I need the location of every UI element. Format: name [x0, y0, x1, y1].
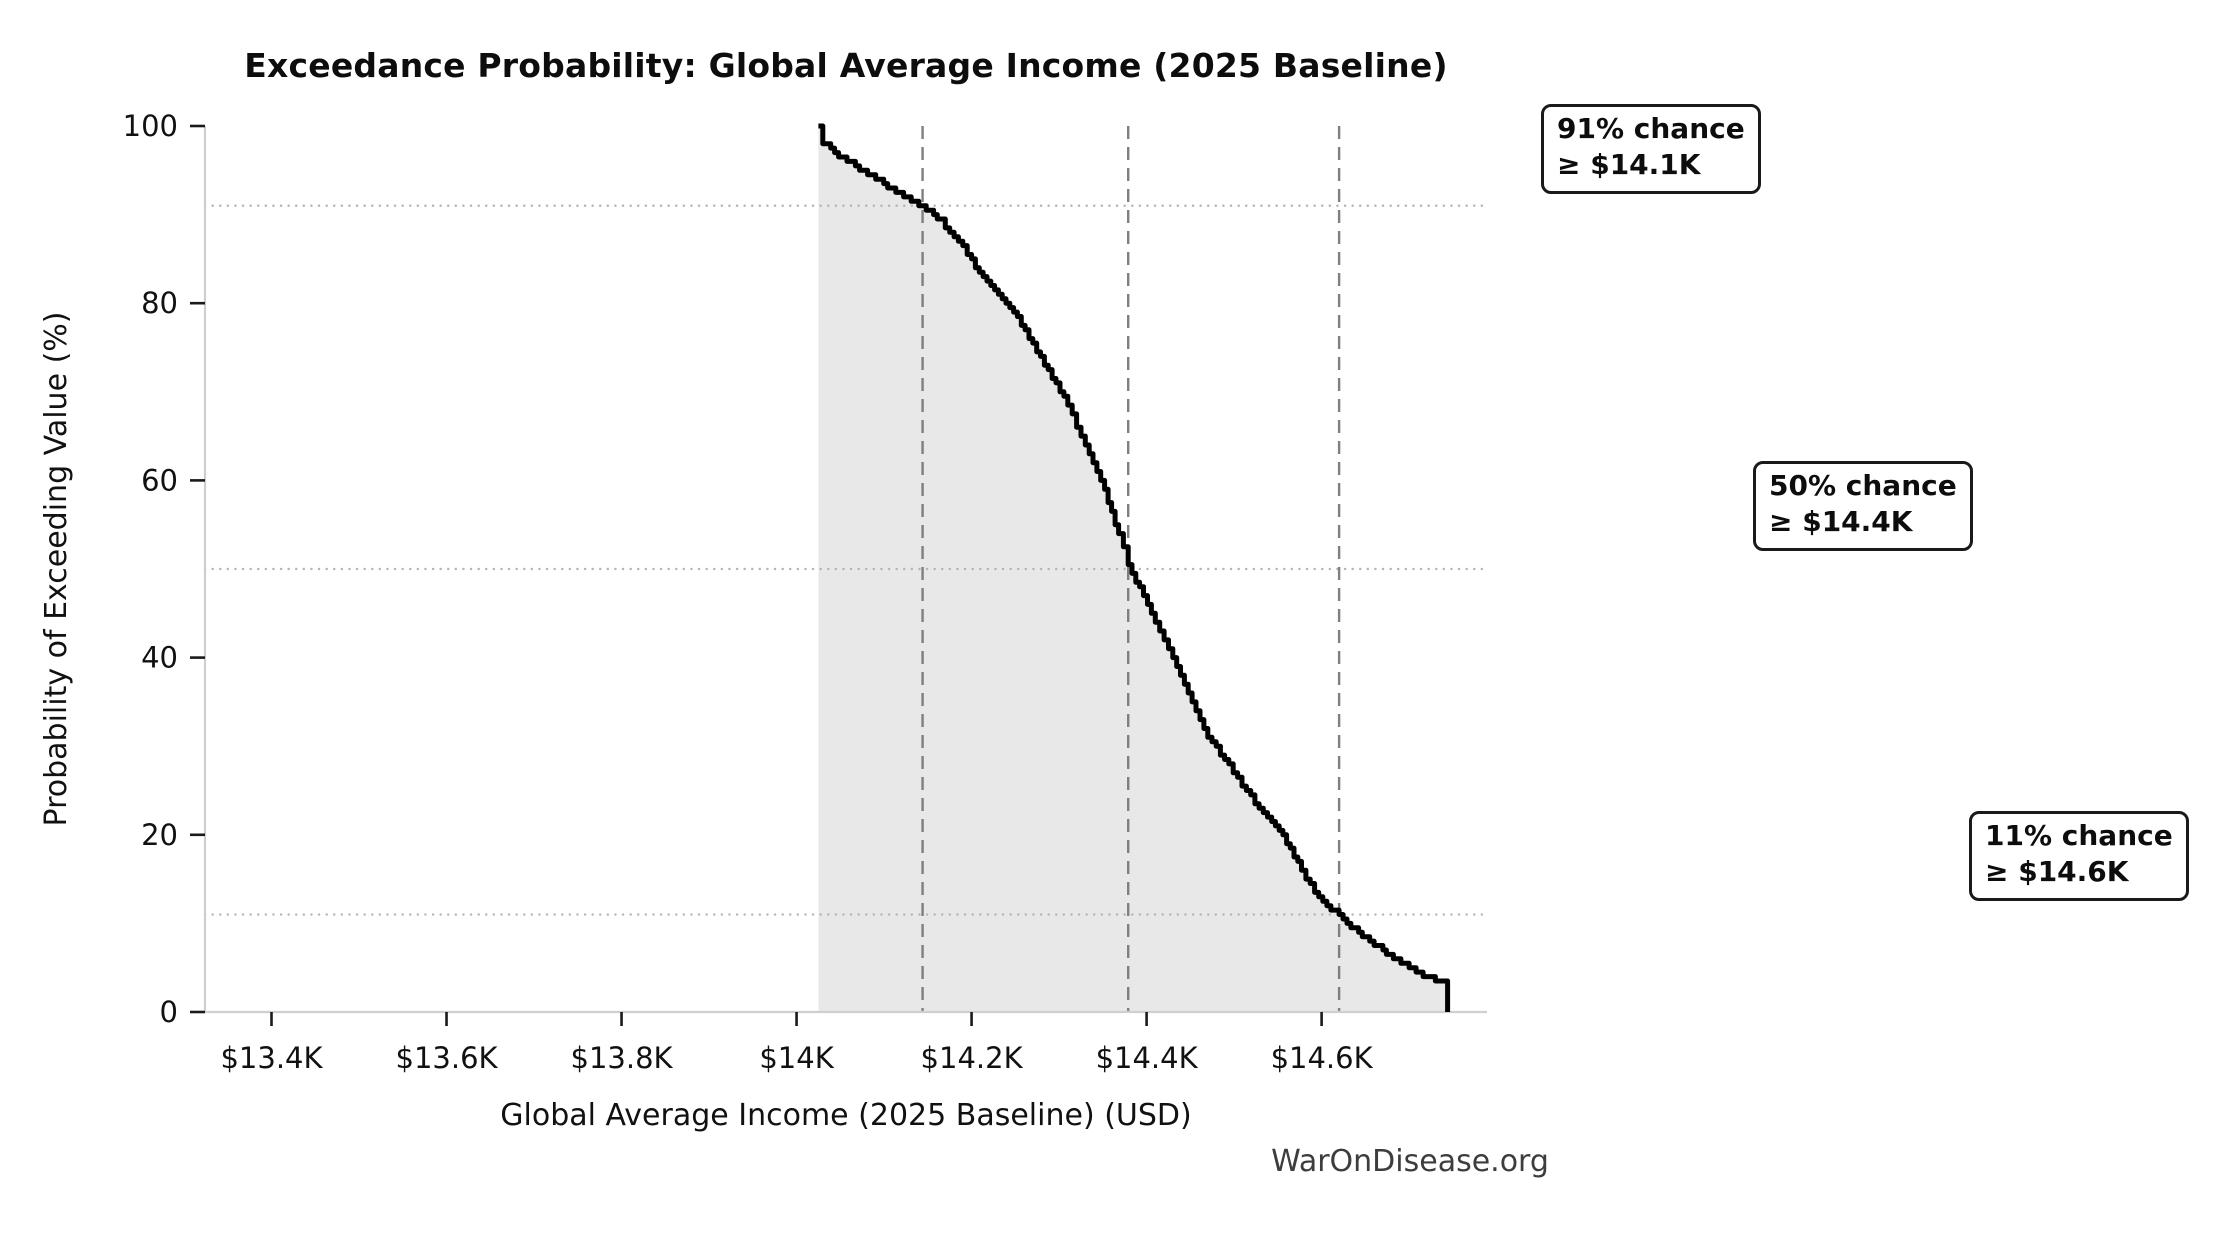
curve-fill-area [818, 126, 1448, 1012]
x-tick-label: $14.6K [1271, 1041, 1374, 1075]
annotation-box-50-percent: 50% chance ≥ $14.4K [1753, 461, 1973, 551]
x-tick-label: $14.2K [921, 1041, 1024, 1075]
annotation-line2: ≥ $14.6K [1985, 855, 2129, 889]
annotation-box-11-percent: 11% chance ≥ $14.6K [1969, 811, 2189, 901]
y-tick-label: 100 [123, 109, 178, 143]
exceedance-curve [818, 123, 1451, 1012]
annotation-box-91-percent: 91% chance ≥ $14.1K [1541, 104, 1761, 194]
x-tick-label: $13.4K [220, 1041, 323, 1075]
y-tick-label: 40 [141, 641, 178, 675]
x-tick-label: $14K [759, 1041, 834, 1075]
x-tick-label: $14.4K [1096, 1041, 1199, 1075]
annotation-line2: ≥ $14.4K [1769, 505, 1913, 539]
chart-title: Exceedance Probability: Global Average I… [244, 46, 1448, 85]
y-tick-label: 0 [160, 995, 178, 1029]
y-tick-label: 60 [141, 463, 178, 497]
annotation-line1: 50% chance [1769, 469, 1957, 502]
y-tick-label: 20 [141, 818, 178, 852]
annotation-line1: 11% chance [1985, 819, 2173, 852]
annotation-line1: 91% chance [1557, 112, 1745, 145]
y-tick-label: 80 [141, 286, 178, 320]
x-tick-label: $13.8K [571, 1041, 674, 1075]
watermark-source-label: WarOnDisease.org [1271, 1144, 1549, 1179]
x-axis-label: Global Average Income (2025 Baseline) (U… [500, 1098, 1192, 1133]
x-tick-label: $13.6K [396, 1041, 499, 1075]
annotation-line2: ≥ $14.1K [1557, 148, 1701, 182]
